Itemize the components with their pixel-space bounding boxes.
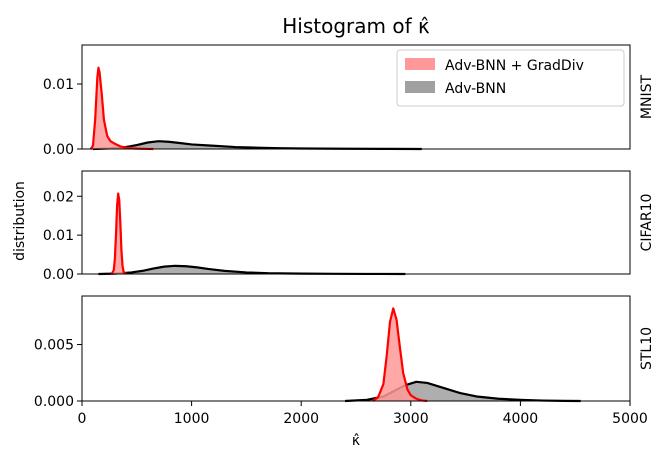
panel-label: MNIST (639, 74, 655, 119)
y-tick-label: 0.000 (34, 394, 74, 410)
y-tick-label: 0.00 (43, 142, 74, 158)
y-tick-label: 0.005 (34, 338, 74, 354)
series-area-adv-bnn (98, 265, 406, 274)
panel-frame (81, 295, 631, 402)
y-axis-label: distribution (12, 181, 28, 261)
legend-label: Adv-BNN + GradDiv (445, 58, 584, 74)
legend-box (396, 49, 625, 107)
x-axis-label: κ̂ (352, 433, 360, 449)
x-tick-label: 0 (78, 411, 87, 427)
x-axis: 0 1000 2000 3000 4000 5000 (78, 401, 648, 427)
legend-swatch (405, 58, 435, 70)
panel-label: CIFAR10 (639, 194, 655, 252)
chart-title: Histogram of κ̂ (282, 14, 430, 38)
series-area-adv-bnn-graddiv (90, 67, 154, 149)
legend: Adv-BNN + GradDiv Adv-BNN (396, 49, 625, 107)
panel-cifar10: 0.00 0.01 0.02 CIFAR10 (43, 170, 655, 283)
x-tick-label: 1000 (174, 411, 210, 427)
panel-mnist: 0.00 0.01 MNIST (43, 44, 655, 158)
y-tick-label: 0.02 (43, 189, 74, 205)
x-tick-label: 5000 (612, 411, 648, 427)
y-tick-label: 0.01 (43, 77, 74, 93)
x-tick-label: 2000 (283, 411, 319, 427)
x-tick-label: 4000 (503, 411, 539, 427)
panel-frame (81, 44, 631, 150)
y-tick-label: 0.00 (43, 267, 74, 283)
panel-frame (81, 170, 631, 275)
legend-swatch (405, 81, 435, 93)
legend-label: Adv-BNN (445, 81, 506, 97)
x-tick-label: 3000 (393, 411, 429, 427)
panel-label: STL10 (639, 327, 655, 370)
y-tick-label: 0.01 (43, 228, 74, 244)
series-line-adv-bnn-graddiv (110, 192, 127, 275)
series-line-adv-bnn-graddiv (371, 307, 428, 403)
panel-stl10: 0.000 0.005 STL10 (34, 295, 655, 410)
